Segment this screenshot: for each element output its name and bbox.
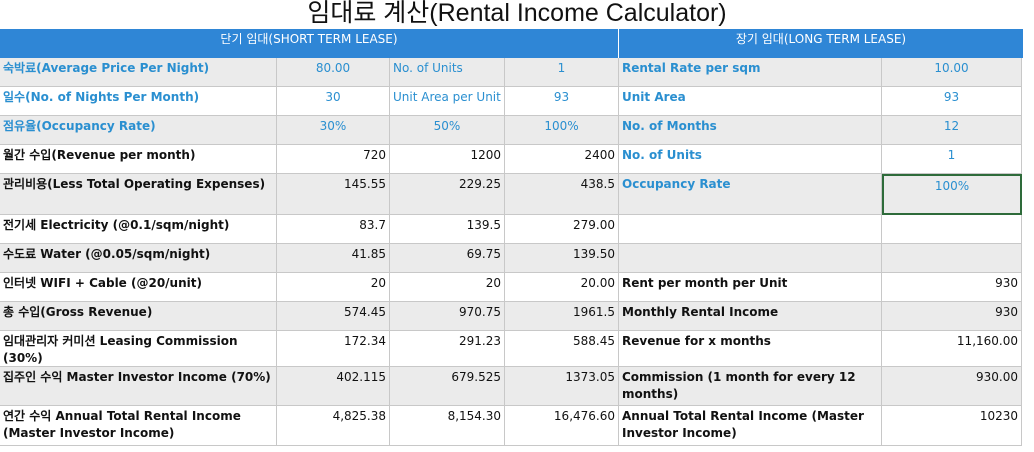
cell-value: 139.50	[505, 244, 619, 273]
cell-value: 69.75	[390, 244, 505, 273]
cell-value: No. of Units	[390, 58, 505, 87]
row-label: Commission (1 month for every 12 months)	[619, 367, 882, 406]
row-label	[619, 215, 882, 244]
cell-value: 16,476.60	[505, 406, 619, 446]
header-short: 단기 임대(SHORT TERM LEASE)	[0, 29, 618, 58]
row-label: Unit Area	[619, 87, 882, 116]
row-label: Rent per month per Unit	[619, 273, 882, 302]
cell-value: 100%	[505, 116, 619, 145]
cell-value: 172.34	[277, 331, 390, 367]
cell-value: 402.115	[277, 367, 390, 406]
cell-value: 679.525	[390, 367, 505, 406]
cell-value: 93	[882, 87, 1022, 116]
cell-value: 145.55	[277, 174, 390, 215]
row-label: Rental Rate per sqm	[619, 58, 882, 87]
header-long: 장기 임대(LONG TERM LEASE)	[619, 29, 1023, 58]
cell-value: 970.75	[390, 302, 505, 331]
cell-value: 10.00	[882, 58, 1022, 87]
cell-value: 291.23	[390, 331, 505, 367]
cell-value: 11,160.00	[882, 331, 1022, 367]
cell-value: 20.00	[505, 273, 619, 302]
cell-value: 100%	[882, 174, 1022, 215]
cell-value: 1961.5	[505, 302, 619, 331]
cell-value: 41.85	[277, 244, 390, 273]
row-label: 수도료 Water (@0.05/sqm/night)	[0, 244, 277, 273]
cell-value: 2400	[505, 145, 619, 174]
cell-value: 93	[505, 87, 619, 116]
cell-value: 1	[505, 58, 619, 87]
row-label: 집주인 수익 Master Investor Income (70%)	[0, 367, 277, 406]
cell-value: 930.00	[882, 367, 1022, 406]
cell-value: 20	[390, 273, 505, 302]
row-label: 일수(No. of Nights Per Month)	[0, 87, 277, 116]
cell-value: 279.00	[505, 215, 619, 244]
row-label: Revenue for x months	[619, 331, 882, 367]
sheet-title: 임대료 계산(Rental Income Calculator)	[307, 0, 727, 27]
cell-value: 1	[882, 145, 1022, 174]
row-label: 점유율(Occupancy Rate)	[0, 116, 277, 145]
row-label: 임대관리자 커미션 Leasing Commission (30%)	[0, 331, 277, 367]
cell-value: 1373.05	[505, 367, 619, 406]
cell-value: 50%	[390, 116, 505, 145]
cell-value: 930	[882, 302, 1022, 331]
row-label: 연간 수익 Annual Total Rental Income (Master…	[0, 406, 277, 446]
cell-value: 12	[882, 116, 1022, 145]
cell-value	[882, 244, 1022, 273]
row-label: 전기세 Electricity (@0.1/sqm/night)	[0, 215, 277, 244]
cell-value: Unit Area per Unit	[390, 87, 505, 116]
cell-value: 229.25	[390, 174, 505, 215]
cell-value: 20	[277, 273, 390, 302]
row-label: Monthly Rental Income	[619, 302, 882, 331]
row-label: Occupancy Rate	[619, 174, 882, 215]
cell-value: 438.5	[505, 174, 619, 215]
cell-value: 720	[277, 145, 390, 174]
row-label: 인터넷 WIFI + Cable (@20/unit)	[0, 273, 277, 302]
row-label	[619, 244, 882, 273]
row-label: No. of Months	[619, 116, 882, 145]
cell-value	[882, 215, 1022, 244]
row-label: 총 수입(Gross Revenue)	[0, 302, 277, 331]
cell-value: 10230	[882, 406, 1022, 446]
cell-value: 80.00	[277, 58, 390, 87]
cell-value: 83.7	[277, 215, 390, 244]
cell-value: 574.45	[277, 302, 390, 331]
cell-value: 139.5	[390, 215, 505, 244]
row-label: No. of Units	[619, 145, 882, 174]
cell-value: 8,154.30	[390, 406, 505, 446]
cell-value: 30%	[277, 116, 390, 145]
cell-value: 930	[882, 273, 1022, 302]
cell-value: 1200	[390, 145, 505, 174]
row-label: 숙박료(Average Price Per Night)	[0, 58, 277, 87]
row-label: 관리비용(Less Total Operating Expenses)	[0, 174, 277, 215]
cell-value: 30	[277, 87, 390, 116]
cell-value: 4,825.38	[277, 406, 390, 446]
row-label: Annual Total Rental Income (Master Inves…	[619, 406, 882, 446]
cell-value: 588.45	[505, 331, 619, 367]
row-label: 월간 수입(Revenue per month)	[0, 145, 277, 174]
